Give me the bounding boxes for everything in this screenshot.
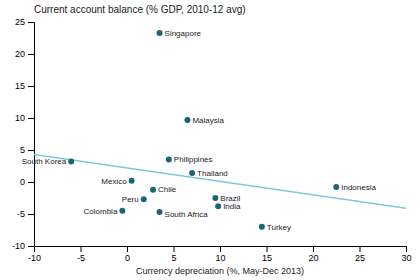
tick: 25	[15, 17, 34, 27]
tick: -10	[28, 246, 41, 263]
tick-label: 5	[171, 253, 176, 263]
tick-mark	[28, 54, 34, 55]
tick-mark	[360, 246, 361, 252]
y-axis: -10 -5 0 5 10 15 20 25	[12, 17, 35, 251]
dot	[157, 209, 163, 215]
point-label: Colombia	[84, 207, 118, 216]
tick-mark	[127, 246, 128, 252]
tick: 15	[262, 246, 272, 263]
tick: 25	[355, 246, 365, 263]
dot	[212, 195, 218, 201]
tick: 5	[171, 246, 176, 263]
marks	[34, 30, 406, 230]
tick: 10	[15, 113, 34, 123]
tick-mark	[28, 22, 34, 23]
point-label: South Korea	[22, 157, 67, 166]
dot	[68, 159, 74, 165]
tick: 0	[20, 177, 34, 187]
point-label: Turkey	[267, 223, 291, 232]
tick-label: -10	[28, 253, 41, 263]
dot	[166, 157, 172, 163]
tick: 30	[401, 246, 411, 263]
tick-mark	[28, 182, 34, 183]
tick-label: 20	[15, 49, 25, 59]
dot	[141, 196, 147, 202]
tick: -5	[17, 209, 34, 219]
tick-mark	[406, 246, 407, 252]
point-label: Mexico	[101, 177, 127, 186]
tick-mark	[81, 246, 82, 252]
dot	[333, 184, 339, 190]
dot	[129, 178, 135, 184]
dot	[150, 187, 156, 193]
tick-label: -5	[17, 209, 25, 219]
tick-label: 25	[355, 253, 365, 263]
tick: 20	[308, 246, 318, 263]
dot	[215, 203, 221, 209]
point-label: South Africa	[165, 210, 209, 219]
tick-mark	[28, 150, 34, 151]
axis-line	[28, 23, 35, 247]
dot	[189, 170, 195, 176]
tick: -10	[12, 241, 34, 251]
tick: 20	[15, 49, 34, 59]
dot	[119, 208, 125, 214]
tick-mark	[28, 118, 34, 119]
tick-mark	[313, 246, 314, 252]
tick: 10	[215, 246, 225, 263]
point-label: Philippines	[174, 155, 213, 164]
point-label: Singapore	[165, 29, 202, 38]
tick-mark	[267, 246, 268, 252]
tick-label: 15	[15, 81, 25, 91]
tick-label: 30	[401, 253, 411, 263]
point-label: Peru	[122, 195, 139, 204]
tick-mark	[28, 214, 34, 215]
tick-label: 0	[20, 177, 25, 187]
point-label: Thailand	[197, 169, 228, 178]
tick-label: -5	[77, 253, 85, 263]
tick-label: 15	[262, 253, 272, 263]
point-label: Malaysia	[192, 116, 224, 125]
trendline	[34, 154, 406, 208]
point-labels: Singapore Malaysia Philippines Thailand Sout…	[22, 29, 377, 232]
tick: 0	[125, 246, 130, 263]
dot	[157, 30, 163, 36]
tick-label: 10	[215, 253, 225, 263]
axis-line	[35, 247, 407, 253]
tick-label: -10	[12, 241, 25, 251]
tick: 15	[15, 81, 34, 91]
tick: 5	[20, 145, 34, 155]
tick-label: 25	[15, 17, 25, 27]
tick-mark	[220, 246, 221, 252]
dot	[184, 117, 190, 123]
dot	[259, 224, 265, 230]
tick-label: 20	[308, 253, 318, 263]
tick: -5	[77, 246, 85, 263]
tick-label: 10	[15, 113, 25, 123]
tick-mark	[174, 246, 175, 252]
x-axis: -10 -5 0 5 10 15 20 25 30	[28, 246, 412, 263]
plot: -10 -5 0 5 10 15 20 25 30 -10 -5 0 5 10 15 20 25 Singapor…	[12, 17, 412, 263]
point-label: Indonesia	[341, 183, 376, 192]
tick-label: 5	[20, 145, 25, 155]
tick-mark	[28, 86, 34, 87]
x-axis-title: Currency depreciation (%, May-Dec 2013)	[136, 266, 304, 276]
tick-mark	[28, 246, 34, 247]
point-label: Chile	[158, 185, 177, 194]
title: Current account balance (% GDP, 2010-12 …	[34, 4, 246, 15]
tick-label: 0	[125, 253, 130, 263]
point-label: India	[223, 202, 241, 211]
chart: -10 -5 0 5 10 15 20 25 30 -10 -5 0 5 10 15 20 25 Singapor…	[0, 0, 420, 280]
